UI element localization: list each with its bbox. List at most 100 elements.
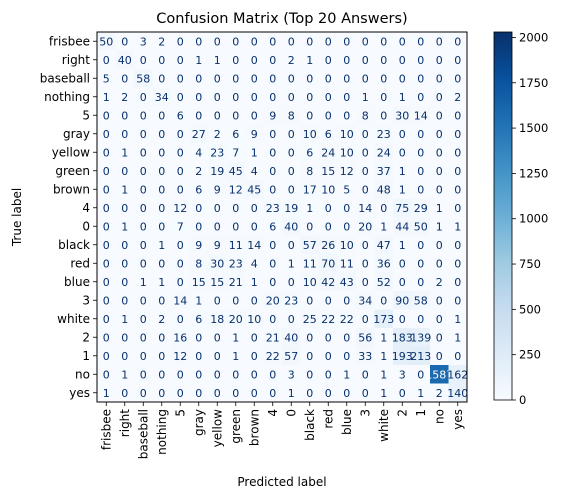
cell-value: 0 [140, 146, 147, 159]
cell-value: 0 [140, 350, 147, 363]
heatmap-cell [263, 32, 283, 51]
cell-value: 0 [454, 183, 461, 196]
cell-value: 0 [288, 276, 295, 289]
heatmap-cell [374, 69, 394, 88]
heatmap-cell [245, 106, 264, 125]
cell-value: 33 [358, 350, 372, 363]
cell-value: 24 [377, 146, 391, 159]
heatmap-cell [115, 106, 135, 125]
heatmap-cell [245, 32, 264, 51]
heatmap-cell [263, 69, 283, 88]
cell-value: 0 [454, 128, 461, 141]
cell-value: 0 [269, 276, 276, 289]
heatmap-cell [245, 328, 264, 347]
heatmap-cell [337, 161, 357, 181]
heatmap-cell [245, 217, 264, 236]
cell-value: 52 [377, 276, 391, 289]
heatmap-cell [300, 69, 320, 88]
heatmap-cell [134, 383, 153, 403]
cell-value: 0 [251, 202, 258, 215]
x-tick-label: black [303, 409, 317, 441]
x-tick-label: frisbee [99, 409, 113, 450]
cell-value: 0 [417, 146, 424, 159]
heatmap-cell [337, 346, 357, 366]
cell-value: 8 [195, 257, 202, 270]
heatmap-cell-labels: 50 0 3 2 0 0 0 0 0 0 0 0 0 0 0 0 0 0 0 00 40 0 0 0 1 1 0 0 0 2 1 0 0 0 0 0 0… [99, 35, 468, 400]
cell-value: 56 [358, 331, 372, 344]
heatmap-cell [300, 291, 320, 310]
heatmap-cell [263, 180, 283, 199]
cell-value: 1 [380, 350, 387, 363]
heatmap-cell [300, 346, 320, 366]
cell-value: 0 [436, 294, 443, 307]
heatmap-cell [189, 87, 209, 107]
cell-value: 0 [232, 294, 239, 307]
cell-value: 0 [177, 91, 184, 104]
cell-value: 0 [362, 368, 369, 381]
heatmap-cell [245, 198, 264, 218]
heatmap-cell [226, 272, 246, 292]
heatmap-cell [430, 106, 449, 125]
cell-value: 0 [306, 220, 313, 233]
heatmap-cell [374, 106, 394, 125]
heatmap-cell [448, 365, 468, 384]
cell-value: 0 [306, 109, 313, 122]
heatmap-cell [393, 50, 412, 70]
heatmap-cell [245, 235, 264, 255]
heatmap-cell [356, 180, 375, 199]
heatmap-cell [263, 235, 283, 255]
heatmap-cell [189, 328, 209, 347]
heatmap-cell [171, 69, 190, 88]
heatmap-cell [393, 291, 412, 310]
cell-value: 0 [362, 183, 369, 196]
cell-value: 0 [158, 146, 165, 159]
cell-value: 1587 [425, 368, 453, 381]
heatmap-cell [282, 32, 301, 51]
heatmap-cell [393, 383, 412, 403]
cell-value: 0 [436, 146, 443, 159]
heatmap-cell [300, 87, 320, 107]
cell-value: 0 [195, 202, 202, 215]
heatmap-cell [115, 254, 135, 273]
cell-value: 0 [436, 109, 443, 122]
cell-value: 50 [414, 220, 428, 233]
heatmap-cell [152, 383, 172, 403]
cell-value: 0 [399, 313, 406, 326]
cell-value: 0 [121, 387, 128, 400]
heatmap-cell [319, 198, 338, 218]
heatmap-cell [226, 346, 246, 366]
cell-value: 0 [195, 350, 202, 363]
cell-value: 0 [121, 331, 128, 344]
heatmap-cell [97, 106, 116, 125]
cell-value: 0 [417, 54, 424, 67]
cell-value: 0 [325, 220, 332, 233]
heatmap-cell [226, 69, 246, 88]
y-tick-label: black [58, 238, 90, 252]
cell-value: 0 [214, 109, 221, 122]
cell-value: 21 [266, 331, 280, 344]
cell-value: 23 [210, 146, 224, 159]
heatmap-cell [411, 161, 431, 181]
cell-value: 6 [306, 146, 313, 159]
cell-value: 0 [177, 146, 184, 159]
heatmap-cell [226, 124, 246, 144]
cell-value: 12 [340, 165, 354, 178]
cell-value: 0 [436, 54, 443, 67]
heatmap-cell [97, 124, 116, 144]
heatmap-cell [245, 180, 264, 199]
heatmap-cell [411, 143, 431, 162]
heatmap-cell [448, 254, 468, 273]
x-tick-label: 2 [395, 409, 409, 417]
heatmap-cell [319, 161, 338, 181]
heatmap-cell [134, 143, 153, 162]
cell-value: 1 [121, 313, 128, 326]
heatmap-cell [337, 69, 357, 88]
heatmap-cell [319, 328, 338, 347]
cell-value: 11 [303, 257, 317, 270]
heatmap-cell [374, 309, 394, 329]
heatmap-cell [245, 87, 264, 107]
cell-value: 0 [454, 109, 461, 122]
heatmap-cell [430, 50, 449, 70]
heatmap-cell [356, 346, 375, 366]
cell-value: 0 [177, 128, 184, 141]
